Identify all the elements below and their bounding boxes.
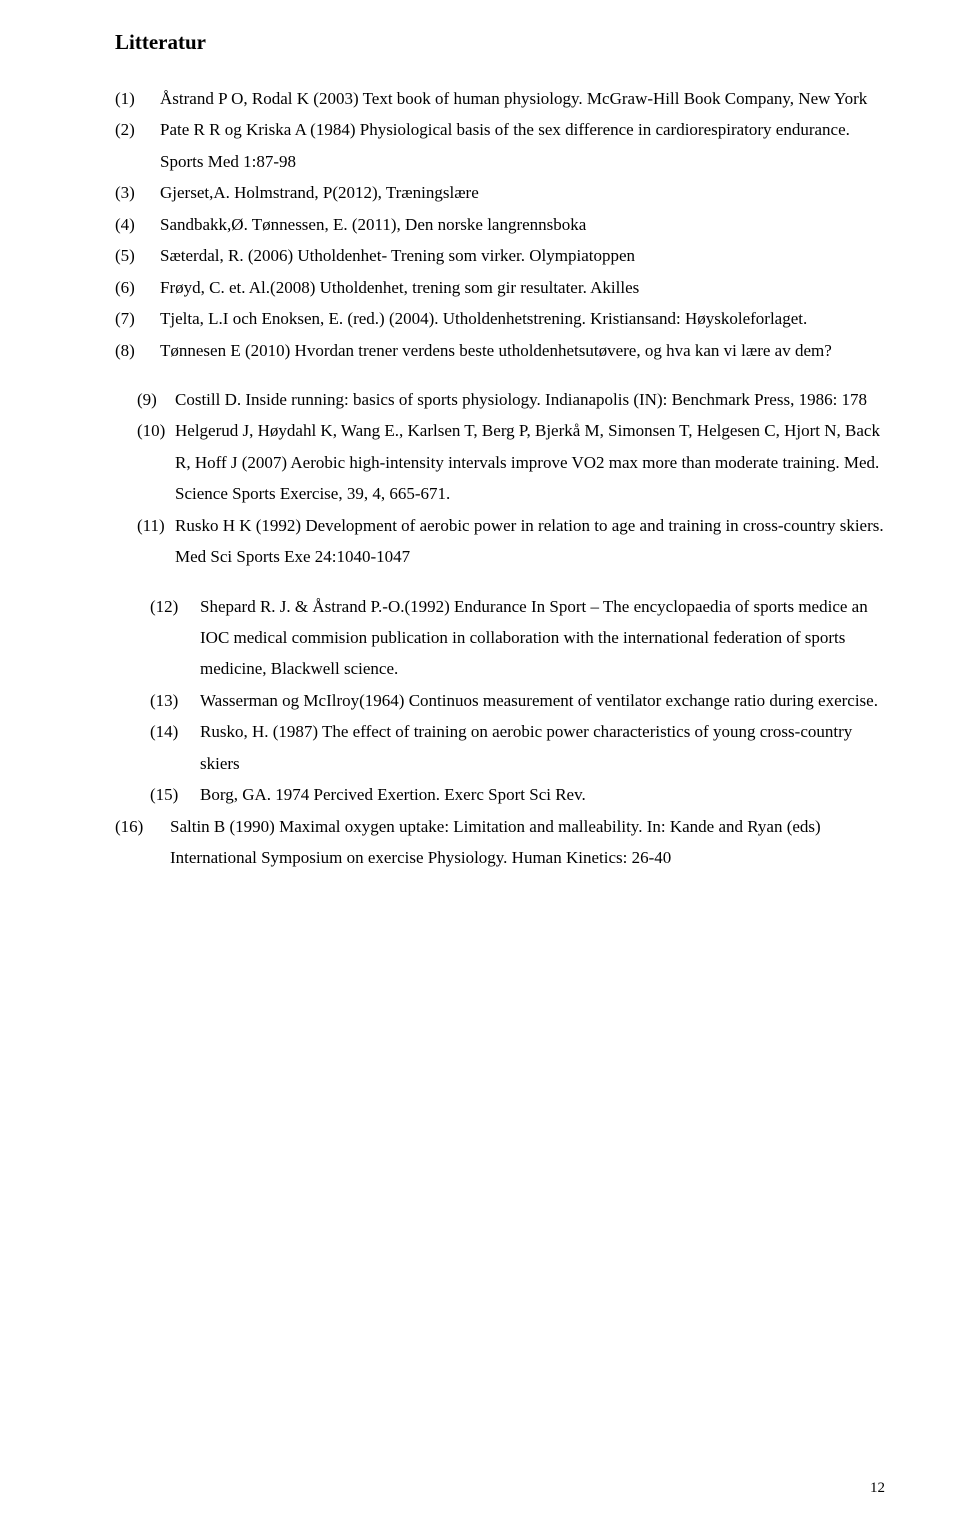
reference-number: (8) [115,335,160,366]
reference-item: (3)Gjerset,A. Holmstrand, P(2012), Træni… [115,177,885,208]
reference-item: (11)Rusko H K (1992) Development of aero… [115,510,885,573]
reference-number: (12) [150,591,200,685]
reference-number: (10) [137,415,175,509]
reference-text: Pate R R og Kriska A (1984) Physiologica… [160,114,885,177]
reference-item: (5)Sæterdal, R. (2006) Utholdenhet- Tren… [115,240,885,271]
reference-number: (5) [115,240,160,271]
reference-number: (13) [150,685,200,716]
reference-text: Wasserman og McIlroy(1964) Continuos mea… [200,685,885,716]
reference-text: Rusko H K (1992) Development of aerobic … [175,510,885,573]
reference-text: Sandbakk,Ø. Tønnessen, E. (2011), Den no… [160,209,885,240]
reference-number: (2) [115,114,160,177]
reference-text: Helgerud J, Høydahl K, Wang E., Karlsen … [175,415,885,509]
page-number: 12 [870,1480,885,1497]
reference-text: Frøyd, C. et. Al.(2008) Utholdenhet, tre… [160,272,885,303]
spacer [115,366,885,384]
reference-number: (4) [115,209,160,240]
reference-item: (16)Saltin B (1990) Maximal oxygen uptak… [115,811,885,874]
reference-item: (12)Shepard R. J. & Åstrand P.-O.(1992) … [115,591,885,685]
reference-text: Sæterdal, R. (2006) Utholdenhet- Trening… [160,240,885,271]
reference-text: Gjerset,A. Holmstrand, P(2012), Trænings… [160,177,885,208]
reference-list: (1)Åstrand P O, Rodal K (2003) Text book… [115,83,885,874]
reference-number: (6) [115,272,160,303]
reference-text: Shepard R. J. & Åstrand P.-O.(1992) Endu… [200,591,885,685]
page-heading: Litteratur [115,30,885,55]
reference-number: (9) [137,384,175,415]
reference-text: Saltin B (1990) Maximal oxygen uptake: L… [170,811,885,874]
reference-text: Borg, GA. 1974 Percived Exertion. Exerc … [200,779,885,810]
reference-item: (14)Rusko, H. (1987) The effect of train… [115,716,885,779]
reference-number: (7) [115,303,160,334]
reference-item: (8)Tønnesen E (2010) Hvordan trener verd… [115,335,885,366]
reference-item: (15)Borg, GA. 1974 Percived Exertion. Ex… [115,779,885,810]
reference-text: Tønnesen E (2010) Hvordan trener verdens… [160,335,885,366]
reference-number: (15) [150,779,200,810]
reference-item: (6)Frøyd, C. et. Al.(2008) Utholdenhet, … [115,272,885,303]
reference-text: Rusko, H. (1987) The effect of training … [200,716,885,779]
reference-item: (13)Wasserman og McIlroy(1964) Continuos… [115,685,885,716]
spacer [115,573,885,591]
reference-number: (11) [137,510,175,573]
reference-number: (1) [115,83,160,114]
reference-text: Tjelta, L.I och Enoksen, E. (red.) (2004… [160,303,885,334]
reference-item: (9)Costill D. Inside running: basics of … [115,384,885,415]
reference-number: (14) [150,716,200,779]
reference-text: Åstrand P O, Rodal K (2003) Text book of… [160,83,885,114]
reference-number: (16) [115,811,170,874]
reference-item: (2)Pate R R og Kriska A (1984) Physiolog… [115,114,885,177]
reference-number: (3) [115,177,160,208]
reference-text: Costill D. Inside running: basics of spo… [175,384,885,415]
reference-item: (1)Åstrand P O, Rodal K (2003) Text book… [115,83,885,114]
reference-item: (10)Helgerud J, Høydahl K, Wang E., Karl… [115,415,885,509]
reference-item: (4)Sandbakk,Ø. Tønnessen, E. (2011), Den… [115,209,885,240]
reference-item: (7)Tjelta, L.I och Enoksen, E. (red.) (2… [115,303,885,334]
